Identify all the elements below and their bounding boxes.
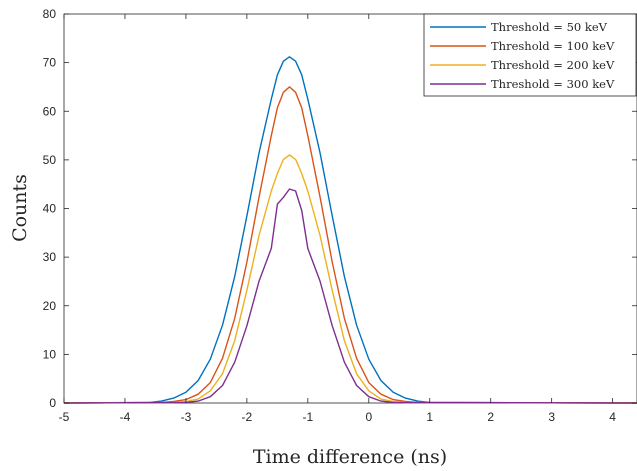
x-axis-ticks: -5 -4 -3 -2 -1 0 1 2 3 4	[59, 14, 616, 424]
y-axis-ticks: 0 10 20 30 40 50 60 70 80	[43, 7, 637, 410]
series-line-2	[63, 86, 637, 404]
x-tick-label: 3	[548, 410, 555, 424]
x-tick-label: 0	[365, 410, 372, 424]
x-axis-label: Time difference (ns)	[253, 446, 447, 468]
y-tick-label: 60	[43, 104, 57, 118]
y-tick-label: 30	[43, 250, 57, 264]
x-tick-label: -3	[181, 410, 192, 424]
legend-label-4: Threshold = 300 keV	[491, 77, 615, 91]
series-line-4	[63, 188, 637, 404]
x-tick-label: 1	[426, 410, 433, 424]
legend-label-3: Threshold = 200 keV	[491, 58, 615, 72]
y-tick-label: 0	[49, 396, 56, 410]
series-line-3	[63, 154, 637, 404]
x-tick-label: -5	[59, 410, 70, 424]
y-tick-label: 10	[43, 347, 57, 361]
x-tick-label: 4	[609, 410, 616, 424]
y-tick-label: 70	[43, 56, 57, 70]
x-tick-label: -1	[302, 410, 313, 424]
series-line-1	[63, 56, 637, 404]
y-tick-label: 20	[43, 299, 57, 313]
y-tick-label: 80	[43, 7, 57, 21]
x-tick-label: -2	[242, 410, 253, 424]
legend: Threshold = 50 keV Threshold = 100 keV Thr…	[423, 13, 637, 97]
y-axis-label: Counts	[9, 174, 31, 242]
legend-label-1: Threshold = 50 keV	[491, 20, 608, 34]
x-tick-label: -4	[120, 410, 131, 424]
y-tick-label: 40	[43, 202, 57, 216]
y-tick-label: 50	[43, 153, 57, 167]
legend-label-2: Threshold = 100 keV	[491, 39, 615, 53]
series-layer	[63, 56, 637, 404]
x-tick-label: 2	[487, 410, 494, 424]
